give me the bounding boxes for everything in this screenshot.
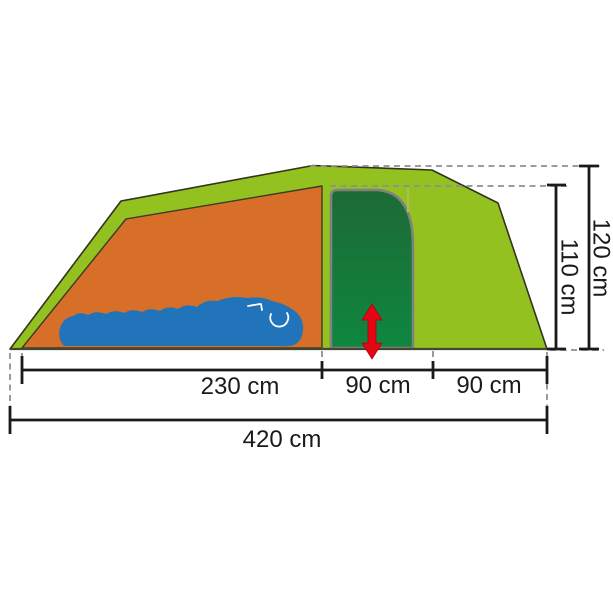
sleeping-bag-zipper-mark	[247, 303, 263, 311]
label-peak-height: 120 cm	[588, 219, 613, 298]
peak-height-dimension-line	[579, 164, 599, 351]
label-total-length: 420 cm	[243, 426, 322, 453]
label-vestibule-width: 90 cm	[456, 372, 521, 399]
sleeping-bag-hood-opening	[269, 312, 290, 328]
total-length-dimension-line	[8, 406, 549, 434]
inner-height-dimension-line	[547, 183, 566, 351]
label-inner-height: 110 cm	[556, 239, 583, 316]
segment-dimension-line	[20, 356, 549, 384]
height-adjust-arrow-icon	[361, 303, 383, 360]
tent-door	[329, 188, 415, 350]
dimension-lines	[8, 164, 599, 434]
sleeping-bag	[59, 297, 304, 347]
label-inner-length: 230 cm	[201, 373, 280, 400]
label-door-width: 90 cm	[345, 372, 410, 399]
